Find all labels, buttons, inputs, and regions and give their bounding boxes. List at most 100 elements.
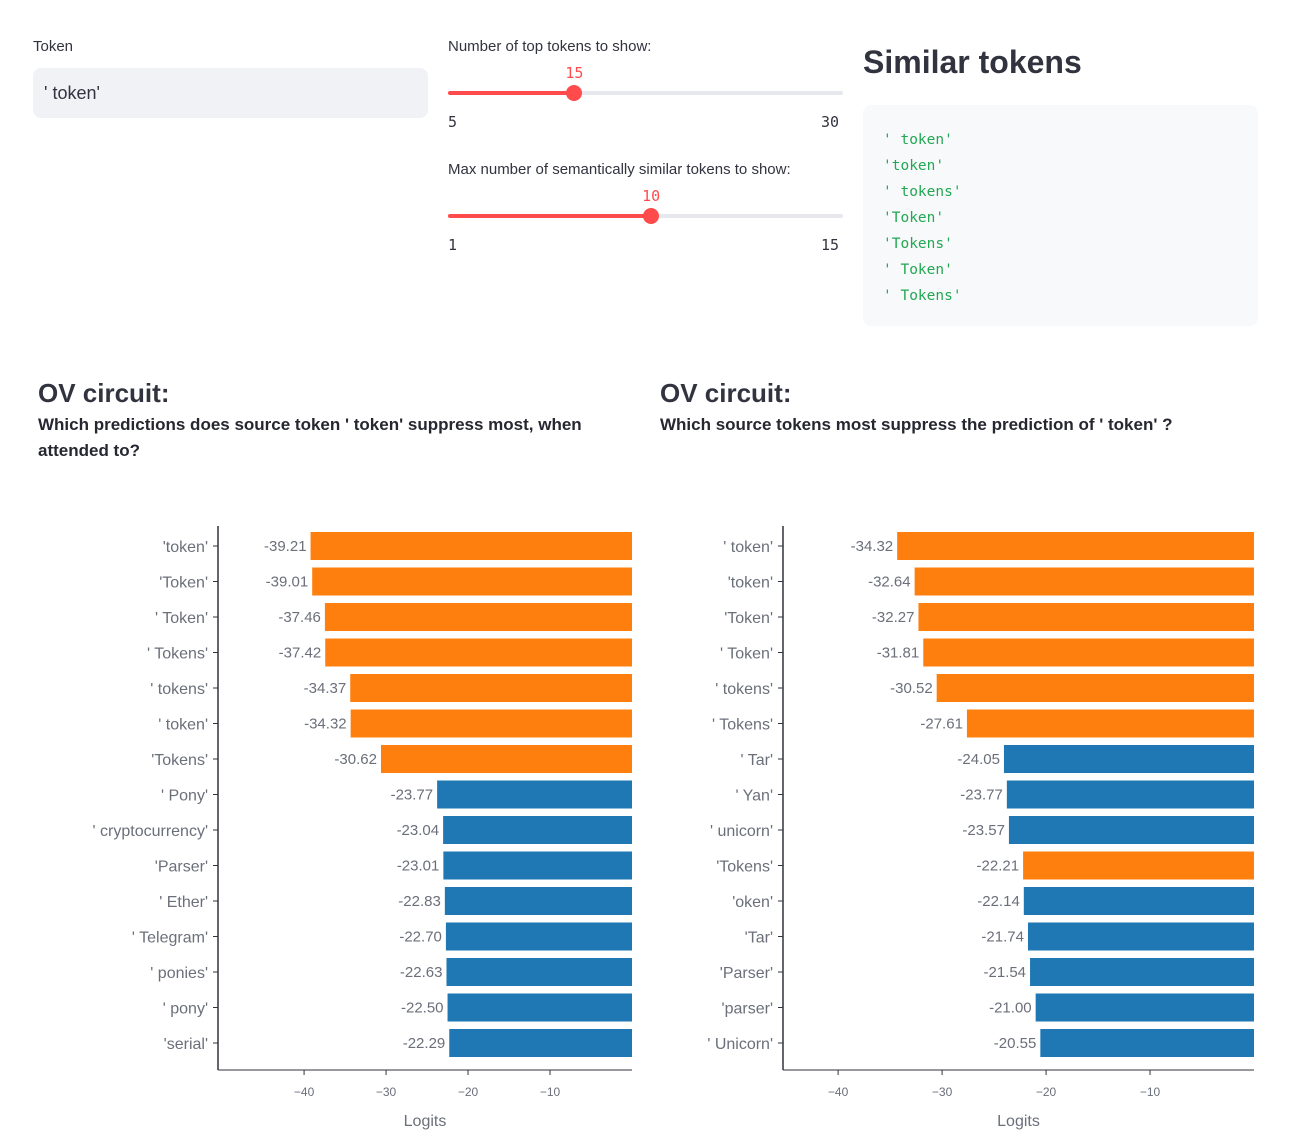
token-input[interactable]: ' token' <box>33 68 428 118</box>
bar-value-label: -23.01 <box>397 858 440 875</box>
bar <box>1030 958 1254 986</box>
bar <box>1023 851 1254 880</box>
x-tick-label: −20 <box>1036 1085 1057 1099</box>
bar-value-label: -22.50 <box>401 1000 444 1017</box>
category-label: ' tokens' <box>715 681 773 698</box>
bar <box>918 603 1254 631</box>
category-label: ' cryptocurrency' <box>93 823 208 840</box>
bar-value-label: -23.04 <box>397 822 440 839</box>
x-tick-label: −10 <box>540 1085 561 1099</box>
category-label: 'parser' <box>722 1001 773 1018</box>
bar <box>444 887 632 915</box>
x-axis-title: Logits <box>997 1113 1040 1130</box>
bar-value-label: -23.57 <box>962 822 1005 839</box>
bar-value-label: -21.74 <box>981 929 1024 946</box>
bar <box>446 958 632 986</box>
bar <box>380 745 632 773</box>
bar <box>1006 780 1254 809</box>
bar <box>923 638 1254 667</box>
category-label: ' token' <box>158 717 208 734</box>
similar-token-line: 'Tokens' <box>883 236 953 252</box>
x-tick-label: −40 <box>828 1085 849 1099</box>
bar-value-label: -21.54 <box>983 964 1026 981</box>
category-label: 'Token' <box>159 575 208 592</box>
category-label: ' Yan' <box>735 788 773 805</box>
category-label: ' pony' <box>163 1001 208 1018</box>
bar-value-label: -34.37 <box>304 680 347 697</box>
left-chart-subtitle: Which predictions does source token ' to… <box>38 415 582 460</box>
category-label: ' Token' <box>720 646 773 663</box>
category-label: ' Pony' <box>161 788 208 805</box>
bar-value-label: -22.29 <box>403 1035 446 1052</box>
top-tokens-slider-min: 5 <box>448 113 458 131</box>
x-axis-title: Logits <box>404 1113 447 1130</box>
similar-tokens-slider-fill <box>448 214 652 218</box>
similar-tokens-slider-min: 1 <box>448 236 458 254</box>
bar-value-label: -23.77 <box>960 787 1003 804</box>
bar-value-label: -22.14 <box>977 893 1020 910</box>
x-tick-label: −30 <box>376 1085 397 1099</box>
similar-token-line: ' tokens' <box>883 184 962 200</box>
category-label: ' Tokens' <box>147 646 208 663</box>
bar-value-label: -23.77 <box>391 787 434 804</box>
category-label: 'serial' <box>164 1036 208 1053</box>
bar <box>1035 993 1254 1022</box>
bar <box>443 816 632 844</box>
category-label: ' ponies' <box>150 965 208 982</box>
category-label: 'token' <box>728 575 773 592</box>
bar <box>447 993 632 1022</box>
similar-token-line: ' Token' <box>883 262 953 278</box>
top-tokens-slider-track[interactable] <box>448 91 843 95</box>
left-bar-chart: -39.21 'token' -39.01 'Token' -37.46 ' Token'… <box>93 526 632 1130</box>
category-label: ' tokens' <box>150 681 208 698</box>
similar-token-line: 'token' <box>883 158 945 174</box>
similar-tokens-title: Similar tokens <box>863 44 1082 80</box>
category-label: ' Tokens' <box>712 717 773 734</box>
category-label: 'token' <box>163 539 208 556</box>
bar-value-label: -39.01 <box>266 574 309 591</box>
bar <box>312 567 632 596</box>
category-label: ' Token' <box>155 610 208 627</box>
bar-value-label: -21.00 <box>989 1000 1032 1017</box>
similar-tokens-slider-max: 15 <box>821 236 840 254</box>
bar <box>350 674 632 702</box>
bar-value-label: -22.21 <box>977 858 1020 875</box>
bar <box>310 532 632 560</box>
category-label: 'Token' <box>724 610 773 627</box>
right-chart-title: OV circuit: <box>660 378 792 408</box>
category-label: 'Parser' <box>155 859 208 876</box>
top-tokens-slider-thumb[interactable] <box>566 85 583 101</box>
bar <box>443 851 632 880</box>
similar-tokens-slider-value: 10 <box>642 187 661 205</box>
category-label: ' Tar' <box>741 752 774 769</box>
category-label: 'Tokens' <box>716 859 773 876</box>
category-label: 'Tokens' <box>151 752 208 769</box>
left-chart-title: OV circuit: <box>38 378 170 408</box>
bar <box>437 780 632 809</box>
similar-token-line: 'Token' <box>883 210 945 226</box>
x-tick-label: −10 <box>1140 1085 1161 1099</box>
similar-token-line: ' Tokens' <box>883 288 962 304</box>
bar-value-label: -22.70 <box>399 929 442 946</box>
similar-tokens-slider-thumb[interactable] <box>643 208 660 224</box>
similar-token-line: ' token' <box>883 132 953 148</box>
bar-value-label: -22.83 <box>398 893 441 910</box>
bar <box>1008 816 1254 844</box>
bar <box>936 674 1254 702</box>
similar-tokens-code-block: ' token' 'token' ' tokens' 'Token' 'Toke… <box>863 105 1258 326</box>
bar <box>445 922 632 951</box>
category-label: 'Parser' <box>720 965 773 982</box>
category-label: ' Unicorn' <box>707 1036 773 1053</box>
bar <box>897 532 1254 560</box>
category-label: ' Ether' <box>159 894 208 911</box>
bar <box>350 709 632 738</box>
bar <box>325 638 632 667</box>
bar <box>914 567 1254 596</box>
bar <box>324 603 632 631</box>
bar <box>966 709 1254 738</box>
bar-value-label: -30.62 <box>334 751 377 768</box>
bar-value-label: -34.32 <box>851 538 894 555</box>
similar-tokens-slider-label: Max number of semantically similar token… <box>448 161 791 178</box>
bar-value-label: -37.42 <box>279 645 322 662</box>
bar-value-label: -22.63 <box>400 964 443 981</box>
